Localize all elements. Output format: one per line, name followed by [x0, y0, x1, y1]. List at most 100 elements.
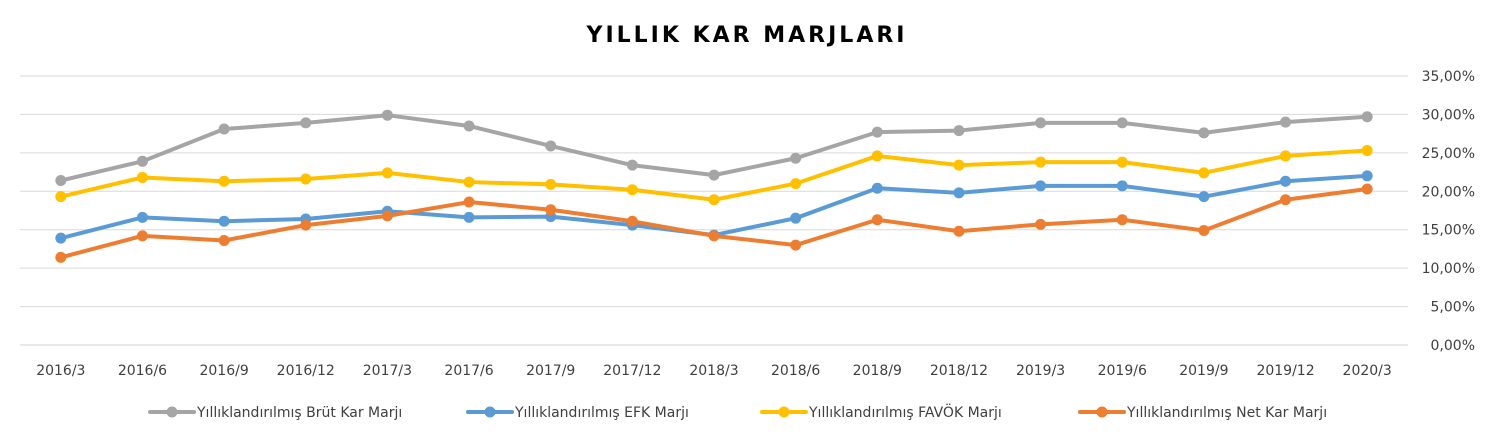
data-point [1361, 145, 1373, 157]
series-line [58, 173, 1370, 241]
x-tick-label: 2016/3 [36, 363, 85, 379]
data-point [381, 109, 393, 121]
data-point [463, 211, 475, 223]
data-point [626, 159, 638, 171]
data-point [1035, 180, 1047, 192]
data-point [1280, 194, 1292, 206]
x-axis-ticks: 2016/3 2016/6 2016/9 2016/12 2017/3 2017/6 201… [36, 363, 1392, 379]
y-tick-label: 35,00% [1422, 69, 1475, 85]
data-point [626, 215, 638, 227]
data-point [545, 204, 557, 216]
data-point [708, 169, 720, 181]
x-tick-label: 2017/9 [526, 363, 575, 379]
data-point [1198, 191, 1210, 203]
legend-swatch-marker [484, 406, 496, 418]
x-tick-label: 2018/3 [689, 363, 738, 379]
legend-item: Yıllıklandırılmış Brüt Kar Marjı [148, 405, 402, 421]
y-tick-label: 0,00% [1431, 338, 1475, 354]
data-point [1280, 175, 1292, 187]
data-point [136, 211, 148, 223]
y-tick-label: 30,00% [1422, 107, 1475, 123]
legend-swatch-marker [778, 406, 790, 418]
x-tick-label: 2016/12 [277, 363, 335, 379]
data-point [1116, 214, 1128, 226]
x-tick-label: 2019/6 [1098, 363, 1147, 379]
data-point [871, 126, 883, 138]
data-point [545, 140, 557, 152]
y-tick-label: 25,00% [1422, 146, 1475, 162]
data-point [381, 167, 393, 179]
data-point [1035, 117, 1047, 129]
data-point [1035, 218, 1047, 230]
data-point [953, 187, 965, 199]
data-point [1116, 117, 1128, 129]
series-4 [55, 183, 1373, 263]
x-tick-label: 2018/6 [771, 363, 820, 379]
data-point [626, 184, 638, 196]
legend-label: Yıllıklandırılmış EFK Marjı [514, 405, 689, 421]
legend-label: Yıllıklandırılmış Net Kar Marjı [1126, 405, 1327, 421]
data-point [136, 155, 148, 167]
legend-item: Yıllıklandırılmış EFK Marjı [466, 405, 689, 421]
data-point [300, 173, 312, 185]
legend-item: Yıllıklandırılmış FAVÖK Marjı [760, 403, 1002, 421]
data-point [1198, 167, 1210, 179]
data-point [300, 117, 312, 129]
data-point [790, 152, 802, 164]
data-point [136, 230, 148, 242]
x-tick-label: 2019/3 [1016, 363, 1065, 379]
legend-item: Yıllıklandırılmış Net Kar Marjı [1078, 405, 1327, 421]
data-point [55, 191, 67, 203]
data-point [1361, 170, 1373, 182]
data-point [1361, 111, 1373, 123]
data-point [871, 150, 883, 162]
data-point [708, 194, 720, 206]
data-point [708, 230, 720, 242]
data-point [218, 234, 230, 246]
data-point [790, 178, 802, 190]
y-tick-label: 5,00% [1431, 300, 1475, 316]
legend-label: Yıllıklandırılmış Brüt Kar Marjı [196, 405, 402, 421]
data-point [790, 239, 802, 251]
data-point [463, 196, 475, 208]
data-point [218, 215, 230, 227]
series-3 [55, 145, 1373, 206]
data-point [953, 159, 965, 171]
y-axis-ticks: 0,00% 5,00% 10,00% 15,00% 20,00% 25,00% 30,00%… [1422, 69, 1475, 354]
x-tick-label: 2019/9 [1179, 363, 1228, 379]
legend-swatch-marker [166, 406, 178, 418]
x-tick-label: 2018/12 [930, 363, 988, 379]
data-point [218, 175, 230, 187]
data-point [1116, 180, 1128, 192]
x-tick-label: 2017/12 [603, 363, 661, 379]
data-point [1116, 156, 1128, 168]
data-point [1198, 127, 1210, 139]
x-tick-label: 2016/9 [199, 363, 248, 379]
data-point [218, 123, 230, 135]
data-point [1361, 183, 1373, 195]
data-point [953, 225, 965, 237]
data-point [55, 251, 67, 263]
gridlines [20, 75, 1408, 346]
legend-label: Yıllıklandırılmış FAVÖK Marjı [808, 403, 1002, 421]
y-tick-label: 15,00% [1422, 223, 1475, 239]
series-1 [55, 109, 1373, 187]
data-point [381, 210, 393, 222]
series-lines [55, 109, 1373, 263]
x-tick-label: 2018/9 [853, 363, 902, 379]
data-point [953, 125, 965, 137]
x-tick-label: 2017/3 [363, 363, 412, 379]
data-point [300, 219, 312, 231]
data-point [55, 175, 67, 187]
data-point [136, 171, 148, 183]
data-point [463, 176, 475, 188]
data-point [790, 212, 802, 224]
legend: Yıllıklandırılmış Brüt Kar Marjı Yıllıkla… [148, 403, 1327, 421]
x-tick-label: 2017/6 [444, 363, 493, 379]
data-point [1280, 116, 1292, 128]
data-point [1035, 156, 1047, 168]
y-tick-label: 10,00% [1422, 261, 1475, 277]
legend-swatch-marker [1096, 406, 1108, 418]
chart-title: YILLIK KAR MARJLARI [586, 23, 908, 48]
data-point [871, 214, 883, 226]
